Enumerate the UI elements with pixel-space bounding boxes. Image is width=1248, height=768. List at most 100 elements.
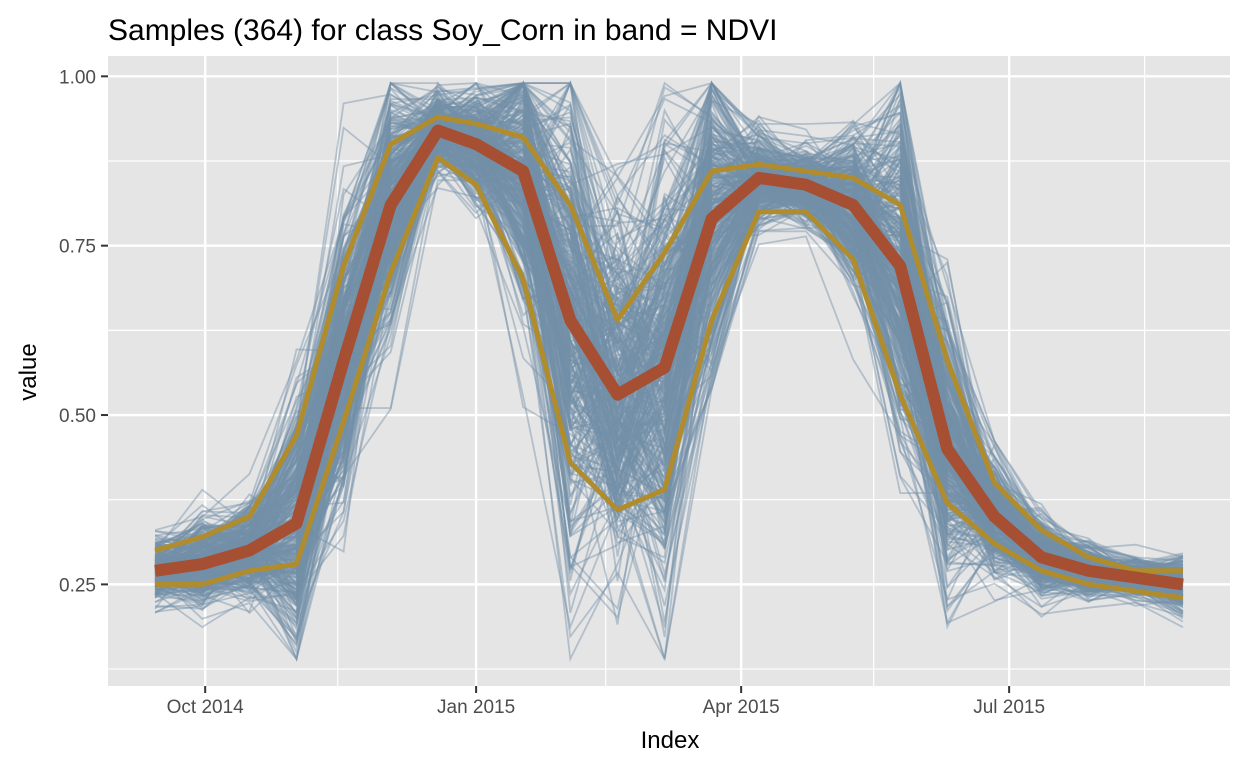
sample-line (154, 138, 1183, 624)
x-tick-label: Jan 2015 (437, 697, 515, 718)
sample-line (154, 90, 1184, 594)
sample-line (154, 82, 1184, 578)
sample-line (155, 109, 1183, 589)
sample-line (154, 139, 1183, 607)
sample-line (155, 108, 1183, 591)
sample-line (154, 100, 1184, 587)
sample-line (154, 122, 1184, 588)
y-axis: 0.25 0.50 0.75 1.00 (59, 67, 108, 596)
y-tick-label: 0.50 (59, 406, 96, 427)
sample-line (155, 102, 1184, 578)
sample-line (155, 125, 1183, 615)
sample-line (154, 108, 1184, 580)
sample-line (155, 121, 1184, 601)
sample-line (154, 82, 1184, 584)
y-tick-label: 0.25 (59, 575, 96, 596)
sample-line (154, 81, 1184, 583)
sample-line (154, 147, 1184, 606)
sample-line (154, 81, 1183, 582)
sample-line (154, 140, 1183, 594)
sample-line (154, 117, 1184, 583)
sample-line (154, 98, 1184, 585)
sample-line (154, 79, 1183, 575)
sample-line (154, 105, 1184, 599)
sample-line (154, 125, 1184, 593)
sample-line (154, 121, 1184, 601)
sample-line (155, 121, 1183, 637)
sample-line (154, 82, 1184, 585)
sample-line (154, 136, 1184, 610)
sample-line (155, 81, 1183, 583)
lower-quartile-line (155, 155, 1184, 601)
sample-line (154, 132, 1183, 585)
sample-line (154, 148, 1184, 663)
x-axis-title: Index (641, 727, 700, 754)
sample-line (155, 127, 1184, 586)
sample-line (154, 112, 1184, 583)
sample-line (154, 94, 1184, 593)
sample-line (154, 84, 1184, 587)
sample-line (154, 171, 1184, 631)
sample-line (154, 82, 1184, 571)
sample-line (154, 118, 1183, 579)
sample-line (154, 82, 1184, 585)
sample-line (154, 152, 1184, 601)
sample-line (154, 118, 1183, 597)
sample-line (154, 126, 1184, 609)
sample-line (154, 109, 1184, 586)
x-axis: Oct 2014 Jan 2015 Apr 2015 Jul 2015 (167, 686, 1045, 718)
sample-line (154, 149, 1184, 628)
summary-lines (154, 114, 1184, 601)
sample-line (155, 138, 1184, 662)
sample-line (154, 115, 1183, 586)
sample-line (154, 80, 1184, 573)
sample-line (154, 80, 1184, 578)
sample-line (154, 97, 1184, 601)
sample-line (154, 125, 1184, 587)
sample-line (155, 80, 1183, 581)
sample-line (154, 146, 1183, 593)
sample-line (154, 81, 1183, 562)
sample-line (154, 136, 1184, 602)
sample-line (154, 126, 1184, 590)
chart-title: Samples (364) for class Soy_Corn in band… (108, 14, 777, 47)
sample-line (155, 81, 1184, 580)
sample-line (154, 81, 1184, 577)
sample-line (154, 149, 1184, 660)
median-line (154, 124, 1184, 591)
sample-line (154, 140, 1183, 620)
sample-line (154, 133, 1184, 620)
sample-line (155, 101, 1184, 585)
sample-line (155, 80, 1183, 584)
sample-line (154, 81, 1183, 591)
sample-line (154, 132, 1183, 584)
sample-line (154, 122, 1184, 645)
sample-line (155, 103, 1184, 581)
y-axis-title: value (15, 343, 42, 400)
sample-line (154, 122, 1184, 620)
sample-line (154, 99, 1184, 584)
sample-line (154, 152, 1184, 656)
sample-line (154, 82, 1183, 596)
y-tick-label: 0.75 (59, 237, 96, 258)
sample-line (155, 80, 1183, 580)
sample-line (155, 96, 1184, 616)
sample-line (154, 91, 1183, 586)
sample-line (154, 131, 1184, 608)
sample-line (154, 141, 1184, 604)
upper-quartile-line (154, 114, 1183, 574)
sample-line (155, 134, 1184, 602)
sample-line (154, 131, 1184, 591)
sample-line (154, 141, 1184, 623)
sample-line (155, 117, 1184, 591)
sample-line (154, 81, 1184, 584)
sample-line (154, 152, 1184, 647)
sample-line (154, 133, 1183, 590)
sample-line (154, 176, 1184, 661)
sample-line (154, 81, 1184, 565)
sample-line (154, 80, 1184, 572)
x-tick-label: Jul 2015 (973, 697, 1045, 718)
sample-line (154, 132, 1184, 662)
sample-line (154, 150, 1184, 595)
x-tick-label: Apr 2015 (703, 697, 780, 718)
